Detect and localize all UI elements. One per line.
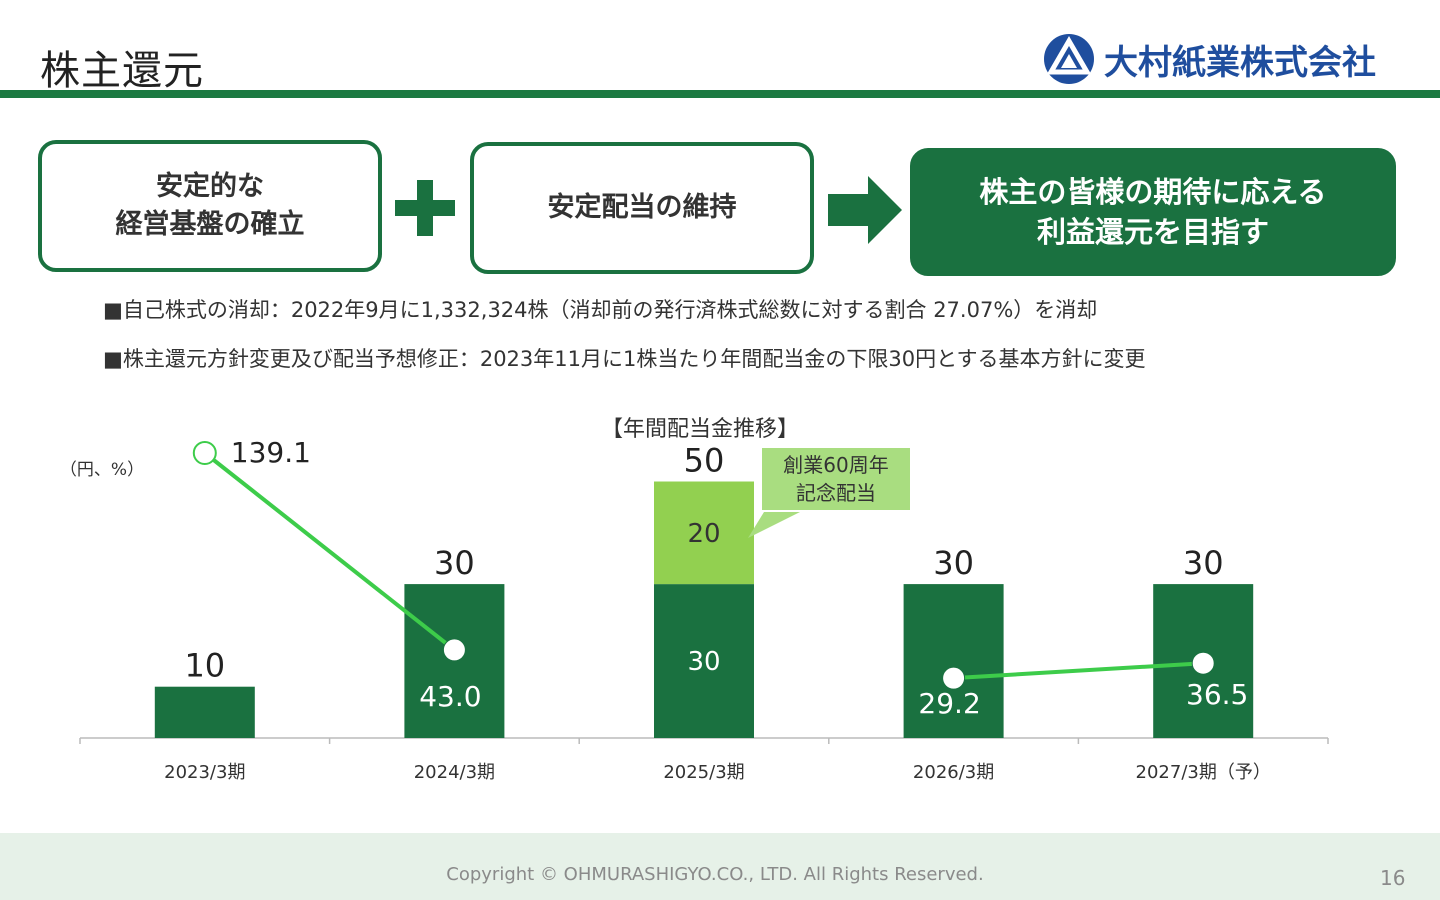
copyright: Copyright © OHMURASHIGYO.CO., LTD. All R… xyxy=(446,864,984,885)
payout-ratio-point xyxy=(442,638,466,662)
page-title: 株主還元 xyxy=(40,48,204,94)
x-tick-label: 2024/3期 xyxy=(414,762,495,783)
flow-box-foundation-line-1: 安定的な xyxy=(156,171,264,202)
payout-ratio-point xyxy=(1191,651,1215,675)
plus-icon xyxy=(395,180,455,236)
bar-commemorative-dividend xyxy=(654,481,754,585)
page-number: 16 xyxy=(1380,866,1406,890)
payout-ratio-point xyxy=(192,441,217,465)
bar-total-label: 10 xyxy=(184,647,225,685)
header-rule xyxy=(0,90,1440,98)
company-mark-icon xyxy=(1044,34,1094,84)
bar-total-label: 50 xyxy=(684,442,725,480)
bar-regular-dividend xyxy=(903,584,1004,738)
arrow-right-icon xyxy=(828,176,902,244)
chart-unit-label: （円、%） xyxy=(60,460,144,480)
payout-ratio-label: 43.0 xyxy=(419,680,481,713)
payout-ratio-label: 139.1 xyxy=(231,436,311,469)
flow-box-goal-line-1: 株主の皆様の期待に応える xyxy=(979,175,1327,209)
payout-ratio-label: 29.2 xyxy=(918,687,980,720)
bar-segment-label: 30 xyxy=(687,647,720,677)
bullet-policy-change: ■株主還元方針変更及び配当予想修正：2023年11月に1株当たり年間配当金の下限… xyxy=(103,347,1146,371)
flow-box-goal-line-2: 利益還元を目指す xyxy=(1036,215,1269,249)
flow-box-goal: 株主の皆様の期待に応える 利益還元を目指す xyxy=(910,148,1396,276)
callout-line-1: 創業60周年 xyxy=(783,453,888,477)
bar-segment-label: 20 xyxy=(687,519,720,549)
payout-ratio-line xyxy=(203,451,456,652)
payout-ratio-line xyxy=(953,661,1204,681)
x-tick-label: 2026/3期 xyxy=(913,762,994,783)
bar-total-label: 30 xyxy=(933,544,974,582)
commemorative-callout: 創業60周年 記念配当 xyxy=(748,448,910,538)
flow-box-stable-dividend-text: 安定配当の維持 xyxy=(547,192,737,223)
bar-regular-dividend xyxy=(154,686,255,738)
callout-line-2: 記念配当 xyxy=(796,481,876,505)
bullet-share-cancellation: ■自己株式の消却：2022年9月に1,332,324株（消却前の発行済株式総数に… xyxy=(103,298,1098,322)
flow-box-foundation-line-2: 経営基盤の確立 xyxy=(115,209,305,240)
chart-title: 【年間配当金推移】 xyxy=(601,417,799,442)
x-tick-label: 2025/3期 xyxy=(663,762,744,783)
company-name: 大村紙業株式会社 xyxy=(1104,42,1376,83)
bar-total-label: 30 xyxy=(434,544,475,582)
x-tick-label: 2023/3期 xyxy=(164,762,245,783)
payout-ratio-point xyxy=(942,666,966,690)
x-tick-label: 2027/3期（予） xyxy=(1136,762,1271,783)
company-logo: 大村紙業株式会社 xyxy=(1042,32,1376,86)
payout-ratio-label: 36.5 xyxy=(1186,678,1248,711)
dividend-chart: 【年間配当金推移】 （円、%） 2023/3期 10 2024/3期 30 2025/3… xyxy=(60,417,1329,783)
flow-box-stable-dividend: 安定配当の維持 xyxy=(470,142,814,274)
flow-box-foundation: 安定的な 経営基盤の確立 xyxy=(38,140,382,272)
bar-regular-dividend xyxy=(654,584,754,738)
footer-band xyxy=(0,833,1440,900)
bar-total-label: 30 xyxy=(1183,544,1224,582)
